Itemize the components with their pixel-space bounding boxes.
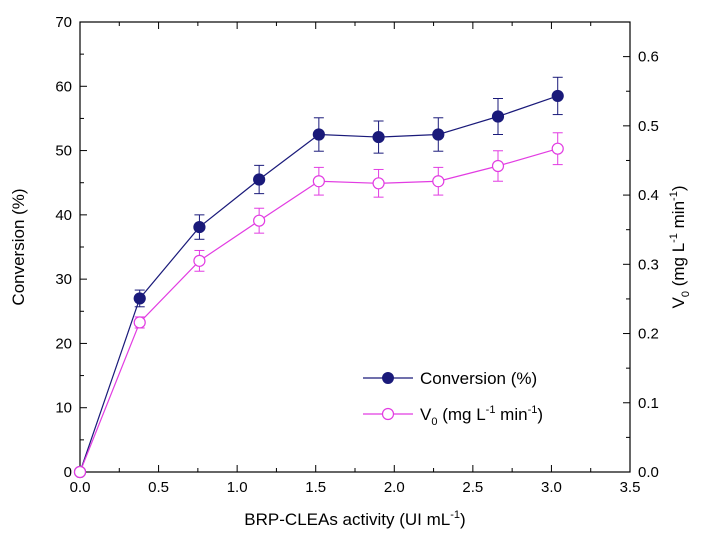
x-tick-label: 3.5 [620, 479, 641, 496]
data-point-1 [372, 177, 385, 190]
legend-v0-v: V [420, 405, 432, 424]
y-right-tick-label: 0.2 [638, 326, 659, 343]
data-point-1 [551, 142, 564, 155]
y-right-title-mid2: min [669, 201, 688, 233]
legend-v0-sup2: -1 [528, 404, 538, 416]
legend-v0-marker [381, 407, 395, 421]
plot-frame [79, 21, 631, 473]
y-right-title-v: V [669, 297, 688, 309]
x-tick-label: 0.5 [148, 479, 169, 496]
data-point-1 [432, 175, 445, 188]
y-right-title-sup1: -1 [668, 233, 680, 243]
legend-v0-label: V0 (mg L-1 min-1) [420, 404, 543, 428]
x-tick-label: 2.0 [384, 479, 405, 496]
x-tick-label: 0.0 [70, 479, 91, 496]
y-right-tick-label: 0.0 [638, 464, 659, 481]
x-tick-label: 2.5 [462, 479, 483, 496]
y-left-tick-label: 40 [55, 207, 72, 224]
legend-v0-mid: (mg L [437, 405, 485, 424]
series-line-1 [79, 148, 558, 473]
series-layer [73, 76, 564, 479]
y-right-title-sub: 0 [680, 291, 692, 297]
y-left-tick-label: 10 [55, 400, 72, 417]
x-axis-ticks: 0.0 0.5 1.0 1.5 2.0 2.5 3.0 3.5 [70, 22, 641, 496]
x-axis-title-end: ) [460, 510, 466, 529]
y-left-axis-ticks: 0 10 20 30 40 50 60 70 [55, 14, 87, 481]
legend-v0-mid2: min [495, 405, 527, 424]
data-point-1 [193, 254, 206, 267]
y-right-tick-label: 0.5 [638, 118, 659, 135]
data-point-0 [551, 89, 564, 103]
y-right-axis-ticks: 0.0 0.1 0.2 0.3 0.4 0.5 0.6 [623, 21, 659, 481]
y-left-tick-label: 50 [55, 143, 72, 160]
legend-conversion-marker [382, 372, 394, 384]
y-left-tick-label: 60 [55, 78, 72, 95]
legend-v0-sub: 0 [431, 416, 437, 428]
data-point-1 [491, 159, 505, 173]
y-left-tick-label: 70 [55, 14, 72, 31]
y-right-tick-label: 0.6 [638, 49, 659, 66]
data-point-0 [193, 220, 206, 234]
legend-v0-end: ) [537, 405, 543, 424]
y-left-tick-label: 20 [55, 335, 72, 352]
y-left-tick-label: 0 [64, 464, 72, 481]
y-right-tick-label: 0.1 [638, 395, 659, 412]
data-point-1 [133, 316, 146, 329]
legend-v0-sup1: -1 [486, 404, 496, 416]
legend: Conversion (%) V0 (mg L-1 min-1) [363, 369, 543, 428]
x-axis-title-main: BRP-CLEAs activity (UI mL [244, 510, 450, 529]
data-point-1 [312, 175, 325, 188]
y-left-tick-label: 30 [55, 271, 72, 288]
y-left-axis-title: Conversion (%) [9, 188, 28, 305]
legend-conversion-label: Conversion (%) [420, 369, 537, 388]
data-point-0 [133, 292, 146, 305]
x-tick-label: 1.0 [227, 479, 248, 496]
y-right-title-mid: (mg L [669, 243, 688, 291]
y-right-title-sup2: -1 [668, 191, 680, 201]
data-point-0 [432, 128, 445, 141]
x-axis-title-sup: -1 [450, 509, 460, 521]
data-point-0 [253, 173, 266, 186]
x-tick-label: 3.0 [541, 479, 562, 496]
y-right-axis-title: V0 (mg L-1 min-1) [668, 185, 692, 308]
x-axis-title: BRP-CLEAs activity (UI mL-1) [244, 509, 465, 529]
data-point-1 [73, 465, 87, 479]
data-point-1 [253, 214, 266, 227]
y-right-tick-label: 0.4 [638, 187, 659, 204]
data-point-0 [312, 128, 325, 141]
y-right-title-end: ) [669, 185, 688, 191]
data-point-0 [491, 110, 505, 123]
y-right-tick-label: 0.3 [638, 256, 659, 273]
data-point-0 [372, 130, 385, 144]
x-tick-label: 1.5 [305, 479, 326, 496]
